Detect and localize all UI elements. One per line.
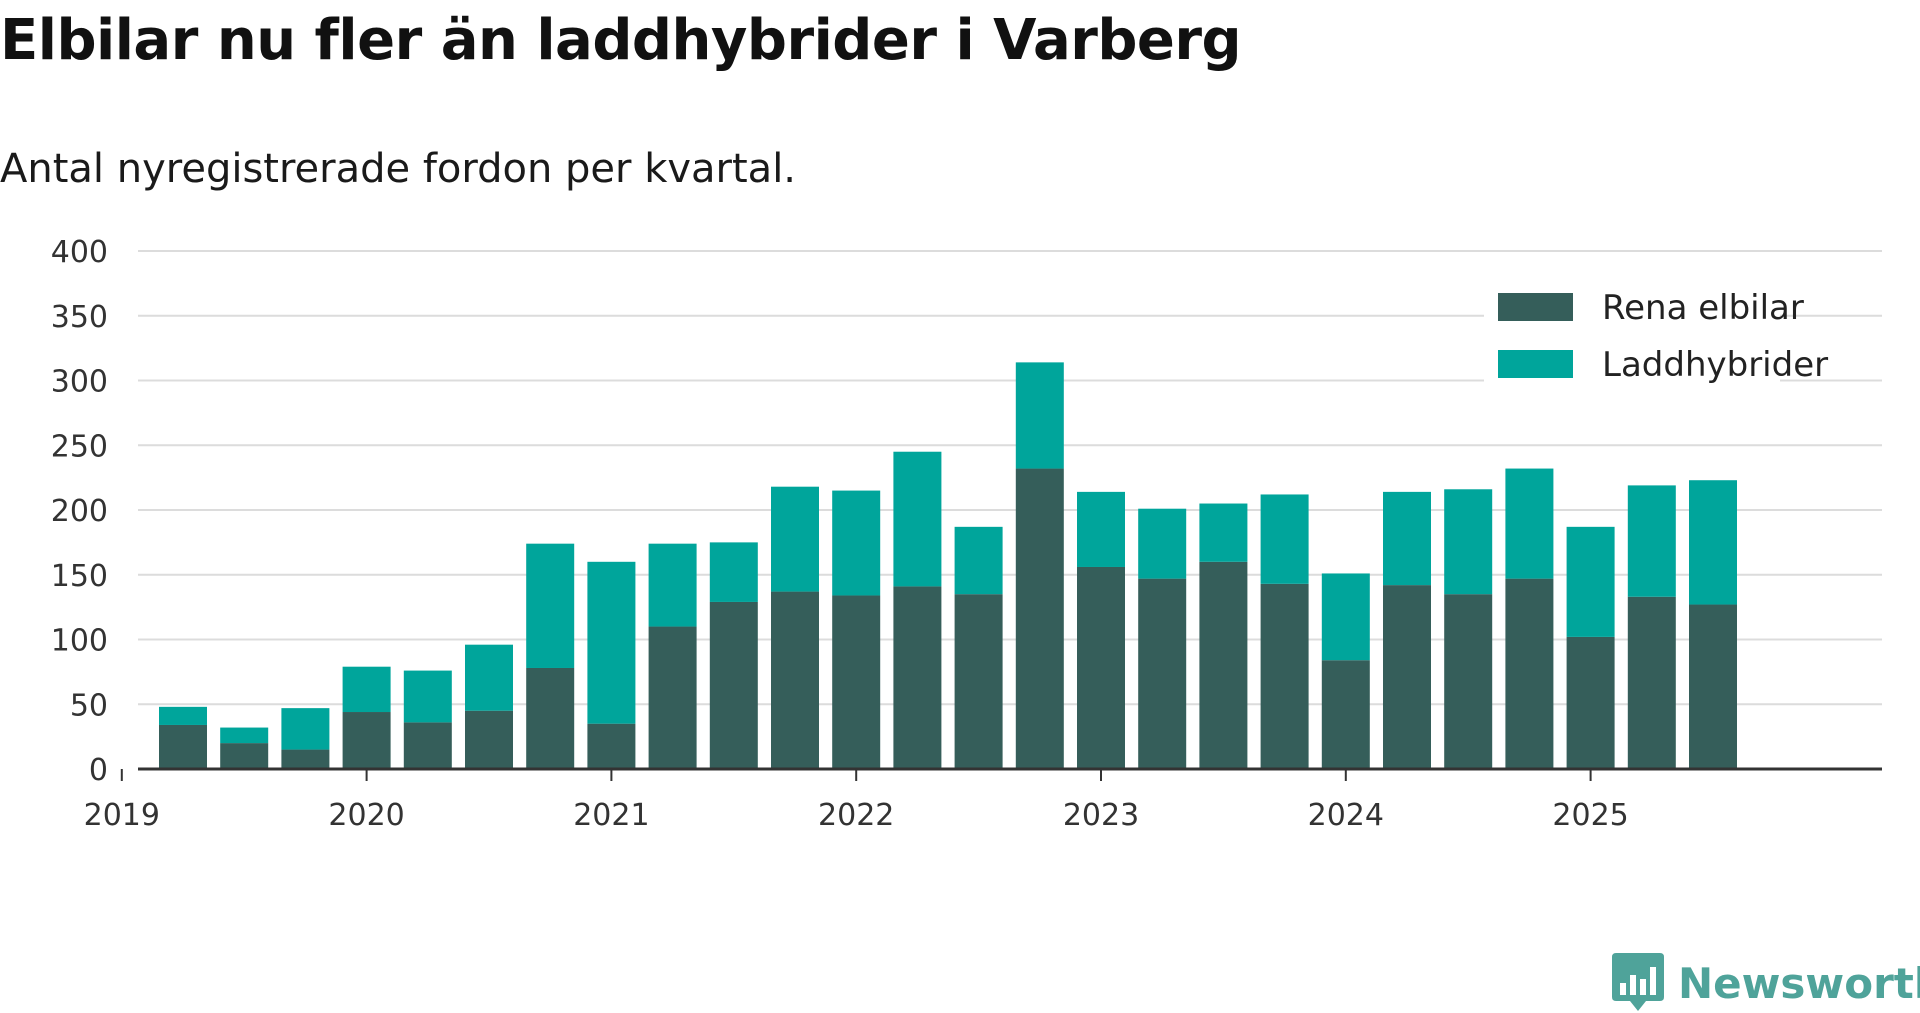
bar-laddhybrider-25 xyxy=(1689,480,1737,605)
x-tick-label-2024: 2024 xyxy=(1308,798,1384,833)
bar-rena-elbilar-13 xyxy=(954,594,1003,769)
y-tick-label-400: 400 xyxy=(51,235,108,270)
x-tick-label-2021: 2021 xyxy=(573,798,649,833)
y-tick-label-100: 100 xyxy=(51,624,108,659)
bar-laddhybrider-20 xyxy=(1383,491,1431,586)
bar-laddhybrider-17 xyxy=(1199,503,1248,562)
bar-laddhybrider-0 xyxy=(159,706,207,725)
bar-laddhybrider-5 xyxy=(465,644,513,711)
x-tick-label-2025: 2025 xyxy=(1552,798,1628,833)
bar-laddhybrider-11 xyxy=(832,490,881,596)
newsworthy-logo-text: Newsworthy xyxy=(1678,958,1920,1008)
bar-laddhybrider-9 xyxy=(709,542,758,602)
bar-rena-elbilar-21 xyxy=(1444,594,1493,769)
bar-laddhybrider-4 xyxy=(403,670,452,723)
legend-swatch-rena-elbilar xyxy=(1498,293,1573,321)
legend: Rena elbilar Laddhybrider xyxy=(1484,274,1828,385)
bar-rena-elbilar-11 xyxy=(832,595,881,769)
newsworthy-logo-icon xyxy=(1612,953,1664,1011)
bars xyxy=(159,362,1737,769)
bar-rena-elbilar-24 xyxy=(1627,596,1676,769)
bar-rena-elbilar-12 xyxy=(893,586,942,769)
bar-laddhybrider-19 xyxy=(1321,573,1370,661)
y-tick-label-250: 250 xyxy=(51,429,108,464)
bar-rena-elbilar-1 xyxy=(220,743,269,769)
bar-laddhybrider-10 xyxy=(771,486,819,592)
x-tick-label-2023: 2023 xyxy=(1063,798,1139,833)
x-tick-label-2022: 2022 xyxy=(818,798,894,833)
bar-laddhybrider-12 xyxy=(893,451,942,587)
bar-laddhybrider-23 xyxy=(1566,526,1615,637)
x-tick-label-2019: 2019 xyxy=(84,798,160,833)
bar-laddhybrider-22 xyxy=(1505,468,1554,579)
bar-laddhybrider-13 xyxy=(954,526,1003,595)
chart-title: Elbilar nu fler än laddhybrider i Varber… xyxy=(0,8,1242,73)
chart-subtitle: Antal nyregistrerade fordon per kvartal. xyxy=(0,146,797,192)
bar-rena-elbilar-18 xyxy=(1260,583,1309,769)
bar-laddhybrider-6 xyxy=(526,543,575,668)
bar-rena-elbilar-14 xyxy=(1015,468,1064,769)
bar-rena-elbilar-10 xyxy=(771,591,819,769)
bar-laddhybrider-16 xyxy=(1138,508,1187,579)
bar-laddhybrider-14 xyxy=(1015,362,1064,469)
y-tick-label-200: 200 xyxy=(51,494,108,529)
bar-rena-elbilar-2 xyxy=(281,749,330,769)
x-tick-label-2020: 2020 xyxy=(328,798,404,833)
bar-laddhybrider-3 xyxy=(342,666,391,713)
bar-laddhybrider-24 xyxy=(1627,485,1676,597)
bar-rena-elbilar-3 xyxy=(342,712,391,769)
axes: 0 50 100 150 200 250 300 350 400 2019 2020 2021 2022… xyxy=(51,235,1882,833)
legend-label-rena-elbilar: Rena elbilar xyxy=(1602,288,1804,328)
bar-rena-elbilar-6 xyxy=(526,667,575,769)
bar-rena-elbilar-17 xyxy=(1199,561,1248,769)
bar-rena-elbilar-8 xyxy=(648,626,697,769)
bar-rena-elbilar-19 xyxy=(1321,660,1370,769)
bar-rena-elbilar-20 xyxy=(1383,585,1431,769)
y-tick-label-300: 300 xyxy=(51,365,108,400)
bar-rena-elbilar-7 xyxy=(587,723,636,769)
bar-rena-elbilar-22 xyxy=(1505,578,1554,769)
bar-rena-elbilar-9 xyxy=(709,601,758,769)
bar-rena-elbilar-4 xyxy=(403,722,452,769)
bar-laddhybrider-18 xyxy=(1260,494,1309,584)
bar-rena-elbilar-5 xyxy=(465,710,513,769)
newsworthy-logo: Newsworthy xyxy=(1612,953,1920,1013)
bar-laddhybrider-1 xyxy=(220,727,269,744)
bar-laddhybrider-7 xyxy=(587,561,636,724)
bar-laddhybrider-21 xyxy=(1444,489,1493,595)
bar-rena-elbilar-15 xyxy=(1077,566,1125,769)
bar-laddhybrider-15 xyxy=(1077,491,1125,567)
y-tick-label-50: 50 xyxy=(70,688,108,723)
legend-label-laddhybrider: Laddhybrider xyxy=(1602,345,1828,385)
bar-laddhybrider-2 xyxy=(281,708,330,750)
bar-rena-elbilar-16 xyxy=(1138,578,1187,769)
legend-swatch-laddhybrider xyxy=(1498,350,1573,378)
y-tick-label-150: 150 xyxy=(51,559,108,594)
y-tick-label-0: 0 xyxy=(89,753,108,788)
bar-rena-elbilar-0 xyxy=(159,724,207,769)
y-tick-label-350: 350 xyxy=(51,300,108,335)
bar-laddhybrider-8 xyxy=(648,543,697,627)
bar-rena-elbilar-23 xyxy=(1566,636,1615,769)
bar-rena-elbilar-25 xyxy=(1689,604,1737,769)
